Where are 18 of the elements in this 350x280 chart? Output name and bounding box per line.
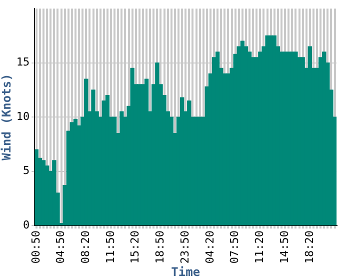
x-tick-label: 00:50: [29, 230, 42, 264]
y-tick-label: 0: [23, 218, 30, 232]
x-tick-label: 11:50: [104, 230, 117, 264]
x-tick-label: 08:20: [79, 230, 92, 264]
y-axis-title: Wind (Knots): [0, 74, 14, 160]
x-tick-label: 18:50: [154, 230, 167, 264]
x-tick-label: 15:20: [128, 230, 142, 264]
x-tick-label: 04:20: [203, 230, 216, 264]
x-tick-label: 18:20: [302, 230, 316, 264]
x-tick-label: 07:50: [228, 230, 242, 264]
x-tick-label: 23:50: [178, 230, 192, 264]
y-tick-label: 5: [23, 164, 30, 178]
y-tick-label: 10: [16, 110, 30, 123]
y-tick-label: 15: [16, 56, 30, 69]
x-tick-label: 14:50: [278, 230, 291, 264]
x-tick-label: 11:20: [253, 230, 266, 264]
x-axis-title: Time: [171, 264, 200, 279]
x-tick-label: 04:50: [54, 230, 68, 264]
